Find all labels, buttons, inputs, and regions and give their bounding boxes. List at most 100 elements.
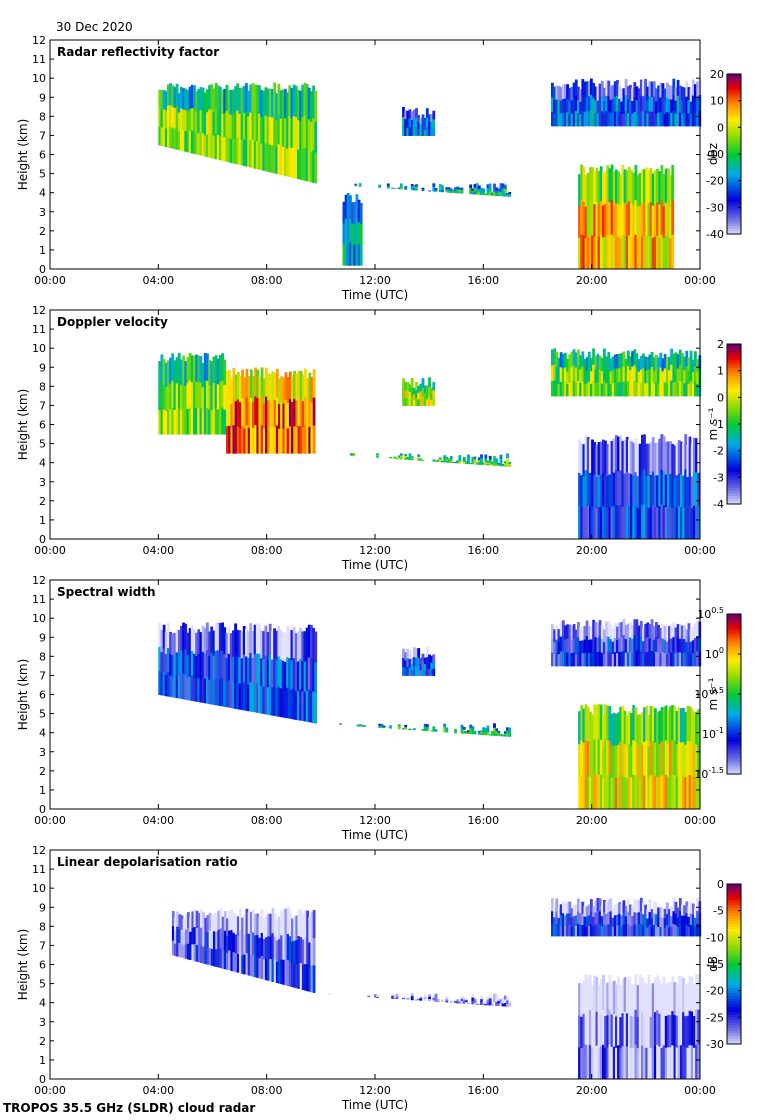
cloud-bin — [602, 172, 605, 206]
colorbar-swatch — [727, 1009, 741, 1013]
cloud-bin — [638, 173, 642, 206]
cloud-bin — [293, 963, 296, 988]
cloud-bin — [236, 399, 240, 427]
cloud-bin — [415, 184, 418, 187]
cloud-bin — [386, 185, 390, 187]
cloud-bin — [430, 399, 434, 406]
cloud-bin — [206, 649, 209, 677]
cloud-bin — [255, 112, 259, 142]
colorbar-swatch — [727, 961, 741, 965]
cloud-bin — [160, 407, 164, 435]
cloud-bin — [696, 620, 699, 637]
cloud-bin — [462, 996, 466, 1000]
cloud-bin — [616, 95, 619, 112]
cloud-bin — [208, 109, 211, 134]
cloud-bin — [297, 398, 301, 427]
cloud-bin — [186, 632, 190, 656]
cloud-bin — [623, 472, 627, 507]
cloud-bin — [262, 631, 266, 659]
cloud-bin — [658, 505, 662, 540]
colorbar-tick-label: -10 — [706, 148, 724, 161]
cloud-bin — [177, 352, 181, 381]
cloud-bin — [197, 653, 201, 678]
cloud-bin — [635, 900, 639, 913]
cloud-bin — [425, 398, 429, 406]
colorbar-swatch — [727, 437, 741, 441]
cloud-bin — [480, 457, 483, 462]
colorbar-swatch — [727, 360, 741, 364]
cloud-bin — [256, 369, 260, 398]
cloud-bin — [663, 625, 667, 640]
cloud-bin — [265, 936, 268, 959]
colorbar-swatch — [727, 98, 741, 102]
cloud-bin — [607, 923, 611, 937]
cloud-bin — [279, 118, 283, 147]
cloud-bin — [650, 634, 654, 651]
cloud-bin — [689, 380, 693, 397]
cloud-bin — [648, 110, 652, 127]
cloud-bin — [184, 409, 188, 435]
cloud-bin — [186, 382, 190, 409]
cloud-bin — [595, 201, 599, 236]
cloud-bin — [620, 101, 624, 114]
cloud-bin — [436, 999, 440, 1002]
y-tick-label: 11 — [32, 863, 46, 876]
cloud-bin — [551, 97, 554, 112]
cloud-bin — [602, 714, 605, 747]
cloud-bin — [243, 954, 247, 975]
cloud-bin — [591, 985, 594, 1017]
cloud-bin — [423, 995, 427, 998]
cloud-bin — [561, 620, 565, 636]
cloud-bin — [275, 961, 279, 984]
cloud-bin — [618, 651, 621, 667]
cloud-bin — [454, 1001, 457, 1004]
cloud-bin — [486, 463, 490, 466]
cloud-bin — [162, 359, 166, 385]
cloud-bin — [177, 675, 181, 699]
cloud-bin — [606, 705, 610, 741]
cloud-bin — [650, 650, 654, 667]
cloud-bin — [685, 924, 689, 937]
colorbar-swatch — [727, 373, 741, 377]
cloud-bin — [694, 366, 697, 382]
cloud-bin — [210, 133, 214, 159]
cloud-bin — [238, 138, 242, 165]
cloud-bin — [503, 732, 507, 735]
colorbar-swatch — [727, 357, 741, 361]
cloud-bin — [629, 112, 632, 127]
cloud-bin — [642, 653, 645, 667]
cloud-bin — [176, 941, 179, 957]
cloud-bin — [226, 918, 229, 936]
cloud-bin — [464, 461, 468, 463]
cloud-bin — [480, 190, 483, 193]
cloud-bin — [284, 689, 287, 718]
cloud-bin — [630, 1047, 633, 1080]
colorbar-swatch — [727, 969, 741, 973]
cloud-bin — [242, 139, 246, 166]
cloud-bin — [436, 459, 440, 461]
colorbar-swatch — [727, 643, 741, 647]
cloud-bin — [624, 359, 628, 372]
cloud-bin — [477, 732, 481, 734]
cloud-bin — [208, 947, 212, 966]
cloud-bin — [292, 84, 296, 117]
cloud-bin — [641, 469, 644, 505]
cloud-bin — [597, 506, 601, 540]
cloud-bin — [669, 175, 672, 207]
cloud-bin — [648, 923, 652, 937]
cloud-bin — [445, 188, 449, 191]
cloud-bin — [382, 726, 386, 728]
cloud-bin — [578, 1015, 581, 1048]
cloud-bin — [423, 123, 427, 131]
cloud-bin — [605, 356, 608, 371]
cloud-bin — [572, 624, 576, 639]
cloud-bin — [212, 111, 216, 136]
cloud-bin — [428, 386, 431, 397]
cloud-bin — [462, 461, 466, 464]
cloud-bin — [430, 387, 434, 395]
cloud-bin — [234, 400, 238, 428]
colorbar-swatch — [727, 352, 741, 356]
cloud-bin — [620, 925, 624, 937]
cloud-bin — [417, 456, 421, 459]
cloud-bin — [680, 1044, 683, 1080]
